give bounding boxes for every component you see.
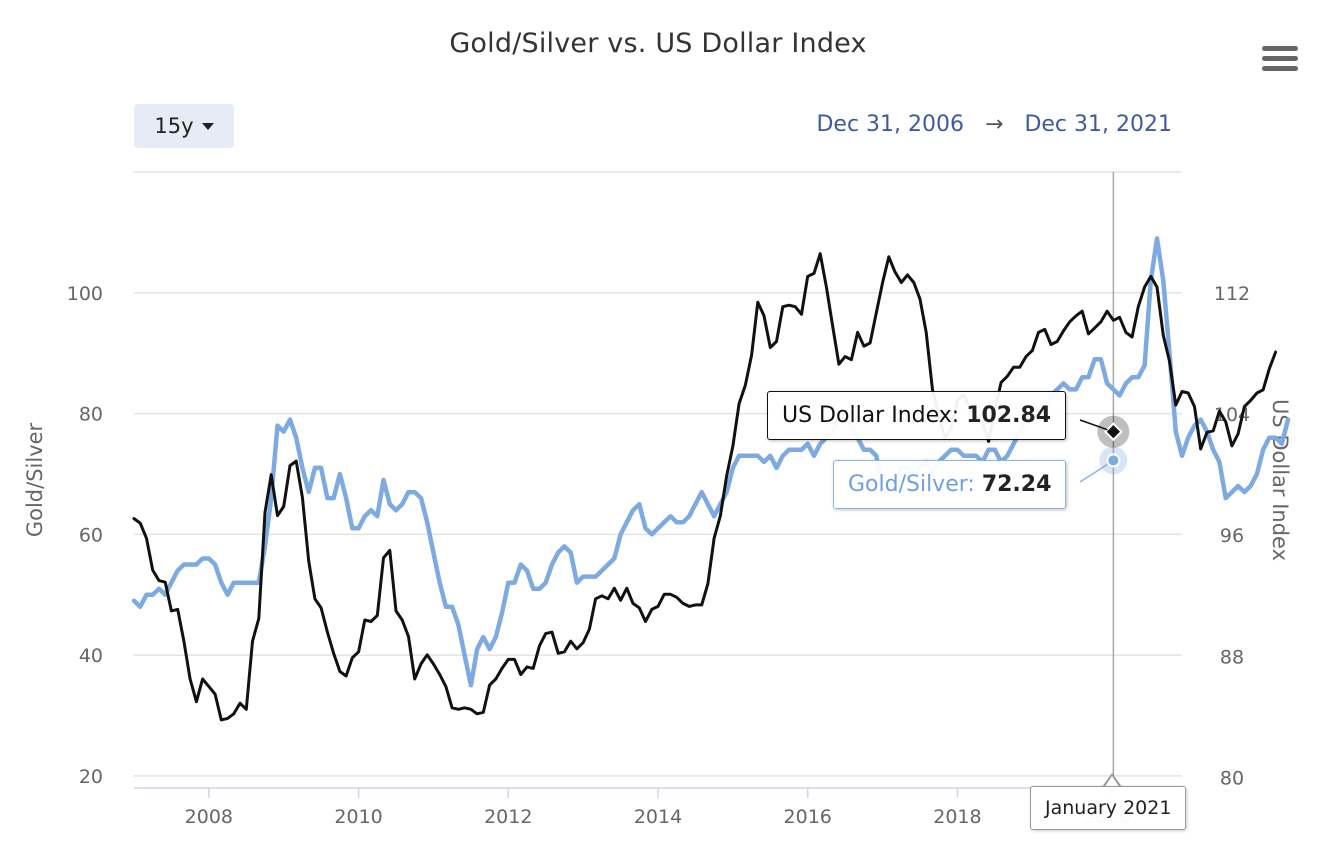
tooltip-gs-label: Gold/Silver [848, 472, 968, 497]
tooltip-gs-value: 72.24 [981, 472, 1052, 497]
menu-bar [1262, 66, 1298, 71]
tooltip-x-date: January 2021 [1030, 786, 1187, 830]
tooltip-usd-value: 102.84 [966, 403, 1052, 428]
y-right-tick-label: 96 [1220, 525, 1244, 547]
tooltip-connector-usd [1079, 419, 1108, 431]
y-left-tick-label: 60 [79, 524, 103, 546]
series-line-gold-silver [131, 236, 1291, 688]
highlight-marker-gold-silver [1106, 453, 1121, 468]
y-left-tick-label: 100 [67, 283, 103, 305]
tooltip-connector-gs [1079, 463, 1108, 483]
chart-title: Gold/Silver vs. US Dollar Index [449, 28, 867, 59]
range-selector-label: 15y [154, 114, 194, 138]
tooltip-x-pointer-inner [1104, 776, 1120, 788]
highlight-marker-usd-index [1103, 422, 1123, 442]
x-tick-label: 2010 [334, 806, 382, 828]
series-line-usd-index [132, 252, 1278, 722]
y-right-tick-label: 112 [1214, 283, 1250, 305]
y-left-tick-label: 40 [79, 645, 103, 667]
x-tick-label: 2014 [634, 806, 682, 828]
date-to-input[interactable]: Dec 31, 2021 [1024, 112, 1172, 137]
date-from-input[interactable]: Dec 31, 2006 [816, 112, 965, 137]
x-tick-label: 2012 [484, 806, 532, 828]
y-left-axis-title: Gold/Silver [23, 422, 47, 537]
y-right-tick-label: 80 [1220, 767, 1244, 789]
menu-bar [1262, 46, 1298, 51]
y-left-tick-label: 20 [79, 766, 103, 788]
tooltip-usd-label: US Dollar Index [782, 403, 952, 428]
y-right-tick-label: 88 [1220, 646, 1244, 668]
tooltip-usd-index: US Dollar Index: 102.84 [767, 391, 1067, 440]
range-selector-button[interactable]: 15y [134, 104, 234, 148]
menu-bar [1262, 56, 1298, 61]
x-tick-label: 2016 [784, 806, 832, 828]
x-tick-label: 2018 [933, 806, 981, 828]
tooltip-gold-silver: Gold/Silver: 72.24 [833, 460, 1067, 509]
y-left-tick-label: 80 [79, 404, 103, 426]
date-range: Dec 31, 2006 → Dec 31, 2021 [816, 112, 1172, 137]
arrow-right-icon: → [985, 112, 1004, 137]
chart-menu-icon[interactable] [1262, 46, 1298, 72]
caret-down-icon [201, 122, 214, 130]
x-tick-label: 2008 [185, 806, 233, 828]
